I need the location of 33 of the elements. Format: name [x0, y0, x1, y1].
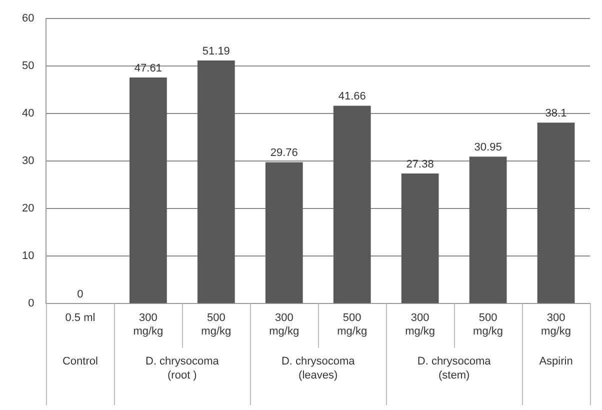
x-tick-label: 0.5 ml — [65, 312, 96, 324]
y-tick-label: 20 — [22, 202, 34, 215]
y-tick-label: 0 — [28, 298, 34, 310]
text: D. chrysocoma (root ) — [145, 356, 220, 382]
text: D. chrysocoma (stem) — [417, 356, 492, 382]
y-tick-label: 40 — [22, 108, 34, 120]
x-tick-label: 500 mg/kg — [201, 312, 232, 338]
data-label: 51.19 — [202, 45, 230, 58]
bar — [469, 156, 507, 304]
bar — [265, 162, 303, 304]
x-tick-label: 500 mg/kg — [337, 312, 368, 338]
data-label: 41.66 — [338, 90, 366, 103]
text: Aspirin — [539, 356, 573, 368]
text: D. chrysocoma (leaves) — [281, 356, 356, 382]
text: Control — [62, 356, 98, 368]
data-label: 27.38 — [406, 158, 434, 171]
data-label: 0 — [77, 288, 84, 301]
x-tick-label: 500 mg/kg — [473, 312, 504, 338]
x-tick-label: 300 mg/kg — [269, 312, 300, 338]
x-tick-label: 300 mg/kg — [133, 312, 164, 338]
bar — [537, 122, 575, 304]
x-tick-label: 300 mg/kg — [405, 312, 436, 338]
data-label: 30.95 — [474, 142, 502, 154]
data-label: 29.76 — [270, 147, 298, 160]
y-tick-label: 30 — [22, 155, 34, 168]
y-tick-label: 50 — [22, 60, 34, 72]
y-tick-label: 60 — [22, 12, 34, 25]
x-tick-label: 300 mg/kg — [541, 312, 571, 338]
bar — [401, 174, 439, 304]
y-tick-label: 10 — [22, 250, 34, 262]
bar — [333, 106, 371, 304]
bar — [197, 60, 235, 304]
bar — [130, 77, 167, 304]
